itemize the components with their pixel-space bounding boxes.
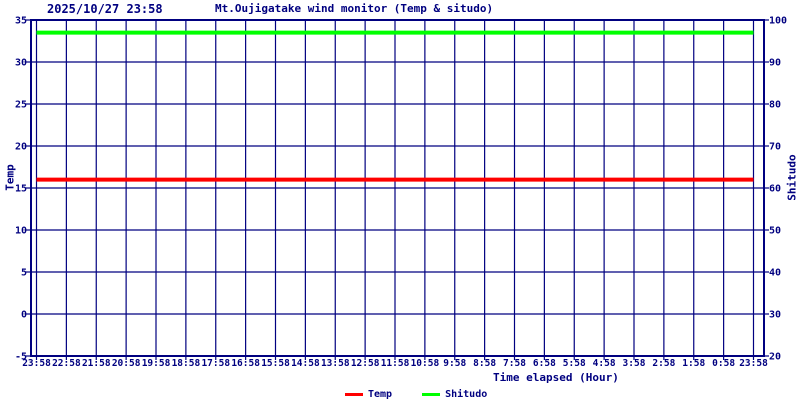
right-tick-label: 90: [769, 58, 781, 69]
legend: Temp Shitudo: [345, 388, 487, 400]
left-tick-label: 10: [15, 226, 27, 237]
x-tick-label: 1:58: [682, 358, 705, 369]
x-tick-label: 6:58: [533, 358, 556, 369]
right-tick-label: 50: [769, 226, 781, 237]
right-tick-label: 60: [769, 184, 781, 195]
chart-timestamp: 2025/10/27 23:58: [47, 2, 163, 16]
left-tick-label: 20: [15, 142, 27, 153]
left-tick-label: 0: [21, 310, 27, 321]
x-tick-label: 13:58: [321, 358, 350, 369]
left-tick-label: -5: [15, 352, 27, 363]
x-tick-label: 11:58: [381, 358, 410, 369]
x-tick-label: 10:58: [411, 358, 440, 369]
x-tick-label: 23:58: [22, 358, 51, 369]
left-tick-label: 5: [21, 268, 27, 279]
left-tick-label: 15: [15, 184, 27, 195]
right-tick-label: 40: [769, 268, 781, 279]
x-tick-label: 3:58: [623, 358, 646, 369]
left-axis-title: Temp: [3, 164, 17, 191]
x-tick-label: 2:58: [652, 358, 675, 369]
x-tick-label: 12:58: [351, 358, 380, 369]
x-tick-label: 23:58: [739, 358, 768, 369]
temp-line-swatch: [345, 392, 363, 396]
right-tick-label: 100: [769, 16, 787, 27]
x-tick-label: 17:58: [201, 358, 230, 369]
right-axis-title: Shitudo: [785, 154, 799, 201]
chart-title: Mt.Oujigatake wind monitor (Temp & situd…: [215, 2, 494, 15]
x-tick-label: 22:58: [52, 358, 81, 369]
x-tick-label: 16:58: [231, 358, 260, 369]
shitudo-line-swatch: [422, 392, 441, 396]
x-tick-label: 14:58: [291, 358, 320, 369]
right-tick-label: 70: [769, 142, 781, 153]
x-tick-label: 5:58: [563, 358, 586, 369]
x-tick-label: 7:58: [503, 358, 526, 369]
x-tick-label: 19:58: [142, 358, 171, 369]
right-tick-label: 20: [769, 352, 781, 363]
x-tick-label: 15:58: [261, 358, 290, 369]
right-tick-label: 80: [769, 100, 781, 111]
x-tick-label: 21:58: [82, 358, 111, 369]
left-tick-label: 35: [15, 16, 27, 27]
shitudo-legend-label: Shitudo: [445, 388, 488, 400]
left-tick-label: 30: [15, 58, 27, 69]
left-tick-label: 25: [15, 100, 27, 111]
x-tick-label: 8:58: [473, 358, 496, 369]
x-tick-label: 18:58: [172, 358, 201, 369]
plot-border: [30, 19, 765, 357]
x-tick-label: 20:58: [112, 358, 141, 369]
x-axis-title: Time elapsed (Hour): [493, 371, 619, 384]
x-tick-label: 4:58: [593, 358, 616, 369]
temp-legend-label: Temp: [368, 388, 393, 400]
x-tick-label: 0:58: [712, 358, 735, 369]
right-tick-label: 30: [769, 310, 781, 321]
x-tick-label: 9:58: [443, 358, 466, 369]
